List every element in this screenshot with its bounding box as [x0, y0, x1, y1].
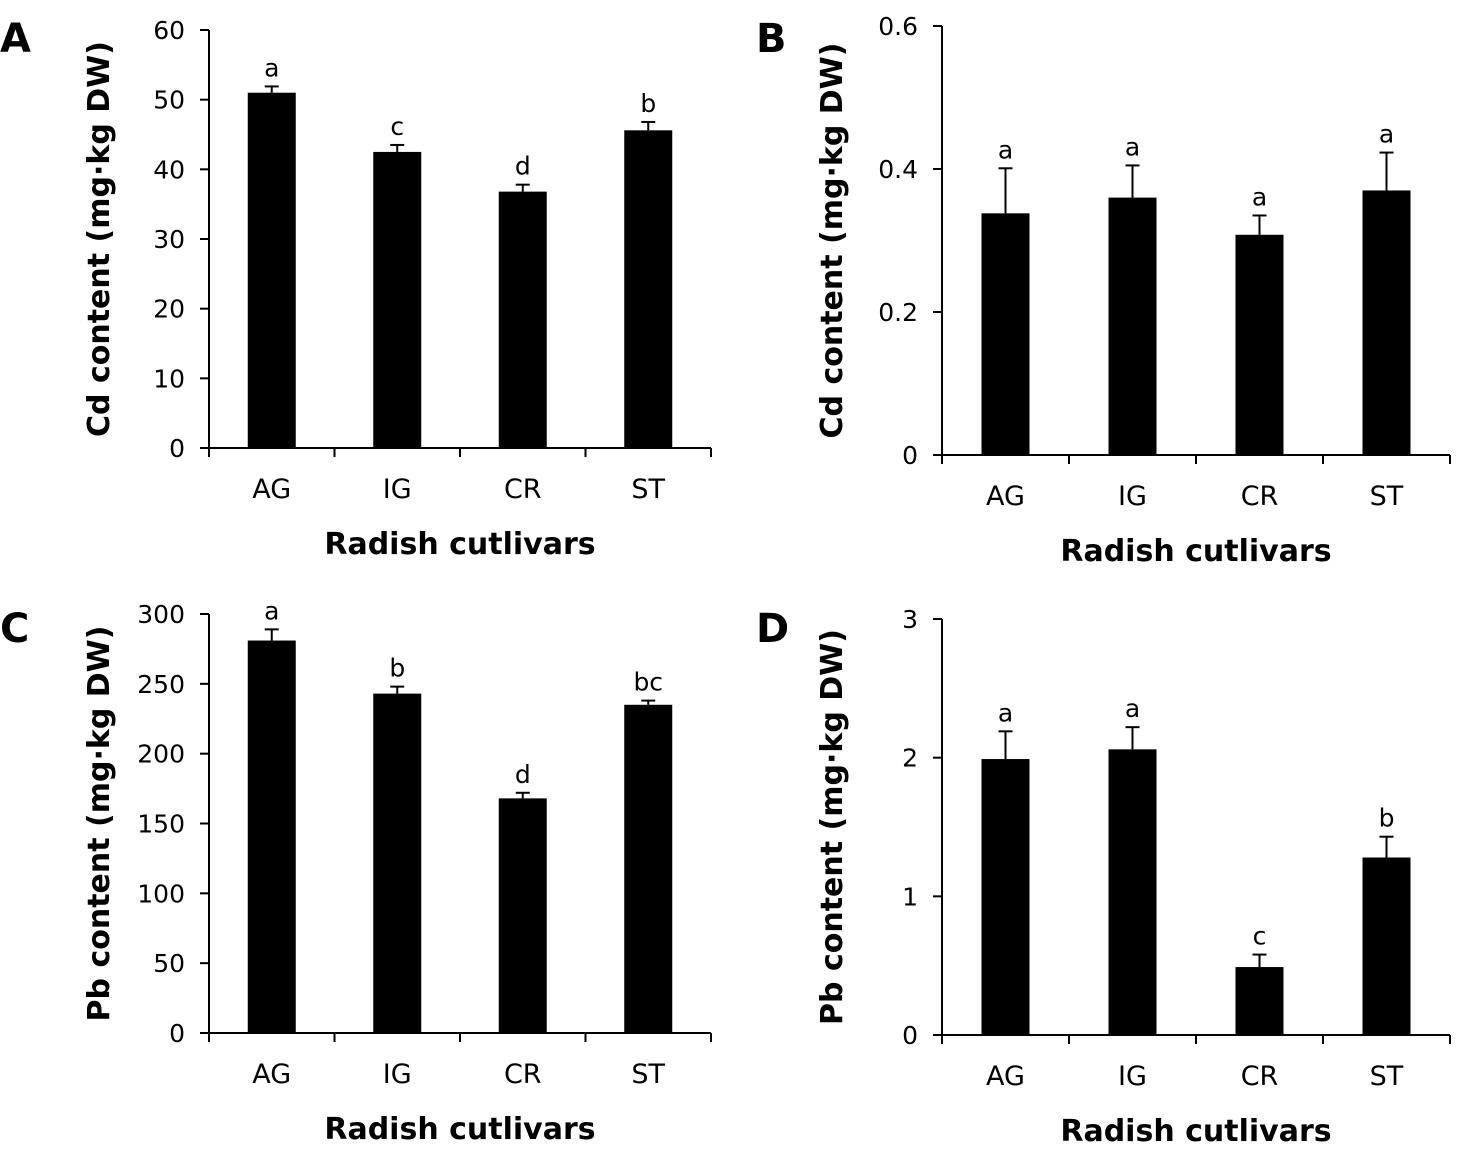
x-tick-label: ST: [631, 474, 665, 505]
x-tick-label: ST: [1370, 481, 1404, 512]
bar-ig: [1108, 197, 1157, 455]
y-tick-label: 3: [902, 605, 918, 634]
y-tick-label: 0.6: [878, 12, 918, 41]
y-axis-title: Pb content (mg·kg DW): [82, 626, 117, 1022]
y-tick-label: 60: [153, 16, 185, 45]
y-tick-label: 150: [137, 810, 185, 839]
bar-cr: [498, 798, 547, 1033]
y-tick-label: 0: [902, 1021, 918, 1050]
y-tick-label: 10: [153, 364, 185, 393]
y-tick-label: 50: [153, 949, 185, 978]
y-tick-label: 0.2: [878, 298, 918, 327]
chart-panel-b: B 0 0.2 0.4 0.6 a AG a IG a CR a ST Radish cutlivars C…: [756, 12, 1451, 569]
significance-label: a: [998, 698, 1013, 727]
significance-label: b: [389, 654, 405, 683]
bar-st: [1362, 857, 1411, 1035]
significance-label: a: [998, 135, 1013, 164]
bar-ag: [247, 640, 296, 1033]
bar-cr: [498, 191, 547, 449]
y-tick-label: 40: [153, 155, 185, 184]
x-tick-label: IG: [1118, 1061, 1147, 1092]
bar-ig: [373, 151, 422, 448]
bar-st: [1362, 190, 1411, 455]
x-tick-label: IG: [383, 1059, 412, 1090]
significance-label: d: [515, 760, 531, 789]
y-tick-label: 50: [153, 86, 185, 115]
significance-label: c: [1253, 922, 1267, 951]
x-tick-label: AG: [986, 1061, 1025, 1092]
y-tick-label: 0: [169, 1019, 185, 1048]
x-tick-label: ST: [1370, 1061, 1404, 1092]
bar-cr: [1235, 967, 1284, 1035]
chart-panel-c: C 0 50 100 150 200 250 300 a AG b IG d CR bc ST Radish c…: [0, 596, 712, 1147]
y-tick-label: 30: [153, 225, 185, 254]
x-tick-label: CR: [504, 474, 542, 505]
y-tick-label: 0: [169, 434, 185, 463]
bar-ag: [981, 213, 1030, 455]
x-tick-label: ST: [631, 1059, 665, 1090]
y-axis-title: Pb content (mg·kg DW): [815, 629, 850, 1025]
x-axis-title: Radish cutlivars: [1060, 534, 1331, 569]
y-tick-label: 2: [902, 744, 918, 773]
x-tick-label: AG: [252, 1059, 291, 1090]
y-tick-label: 300: [137, 600, 185, 629]
bar-st: [624, 130, 673, 448]
y-tick-label: 100: [137, 879, 185, 908]
significance-label: bc: [633, 668, 663, 697]
significance-label: a: [1125, 694, 1140, 723]
x-tick-label: AG: [252, 474, 291, 505]
x-tick-label: IG: [1118, 481, 1147, 512]
x-axis-title: Radish cutlivars: [1060, 1114, 1331, 1149]
bar-st: [624, 704, 673, 1033]
y-tick-label: 200: [137, 740, 185, 769]
chart-panel-d: D 0 1 2 3 a AG a IG c CR b ST Radish cutlivars Pb cont…: [756, 605, 1451, 1149]
bar-ag: [247, 92, 296, 448]
x-axis-title: Radish cutlivars: [324, 1112, 595, 1147]
significance-label: d: [515, 152, 531, 181]
y-tick-label: 250: [137, 670, 185, 699]
x-tick-label: AG: [986, 481, 1025, 512]
x-tick-label: CR: [504, 1059, 542, 1090]
x-tick-label: IG: [383, 474, 412, 505]
significance-label: c: [390, 112, 404, 141]
bar-cr: [1235, 234, 1284, 455]
x-axis-title: Radish cutlivars: [324, 527, 595, 562]
bar-ig: [373, 693, 422, 1033]
y-tick-label: 1: [902, 882, 918, 911]
significance-label: b: [1379, 804, 1395, 833]
panel-label: C: [0, 606, 29, 652]
significance-label: a: [1252, 182, 1267, 211]
y-tick-label: 0: [902, 441, 918, 470]
panel-label: D: [756, 606, 789, 652]
x-tick-label: CR: [1241, 1061, 1279, 1092]
panel-label: A: [0, 16, 31, 62]
significance-label: a: [264, 53, 279, 82]
y-tick-label: 0.4: [878, 155, 918, 184]
bar-ig: [1108, 749, 1157, 1035]
chart-panel-a: A 0 10 20 30 40 50 60 a AG c IG d CR b ST Radish cutliva…: [0, 16, 712, 562]
panel-label: B: [756, 16, 787, 62]
significance-label: a: [1125, 132, 1140, 161]
significance-label: b: [640, 89, 656, 118]
significance-label: a: [1379, 120, 1394, 149]
significance-label: a: [264, 596, 279, 625]
y-axis-title: Cd content (mg·kg DW): [815, 43, 850, 439]
bar-ag: [981, 759, 1030, 1035]
y-axis-title: Cd content (mg·kg DW): [82, 41, 117, 437]
x-tick-label: CR: [1241, 481, 1279, 512]
y-tick-label: 20: [153, 295, 185, 324]
